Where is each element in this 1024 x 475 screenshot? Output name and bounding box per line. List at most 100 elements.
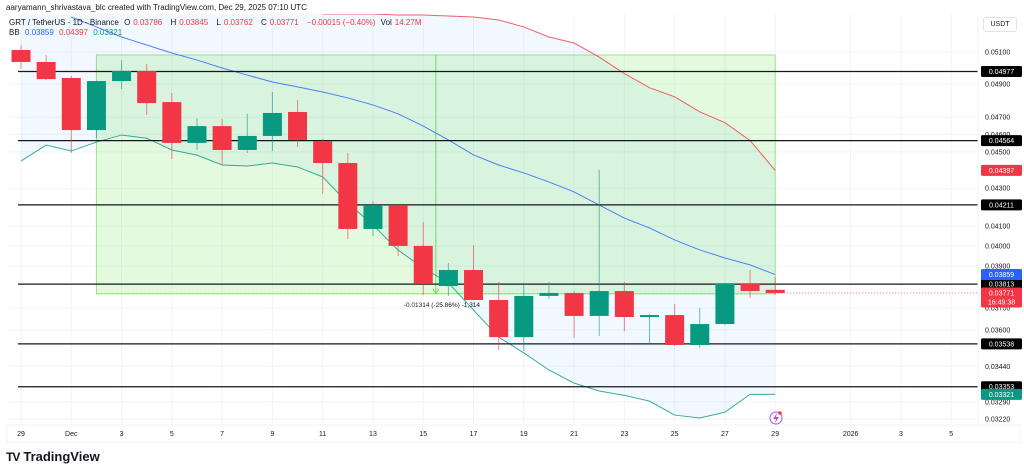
volume-value: 14.27M xyxy=(394,18,422,27)
candle[interactable] xyxy=(765,277,785,295)
close-value: 0.03771 xyxy=(269,18,299,27)
lightning-bolt xyxy=(773,413,779,423)
candle-body xyxy=(262,112,282,136)
change-value: −0.00015 (−0.40%) xyxy=(306,18,376,27)
close-label: C xyxy=(261,18,267,27)
time-tick-label: 2026 xyxy=(843,431,859,438)
candle-body xyxy=(288,111,308,140)
price-tick-label: 0.04900 xyxy=(985,81,1010,88)
candle-body xyxy=(715,283,735,325)
candle[interactable] xyxy=(11,45,31,70)
candle[interactable] xyxy=(313,139,333,194)
candle[interactable] xyxy=(363,201,383,237)
last-price-tag-text: 0.03771 xyxy=(989,290,1014,297)
time-tick-label: 23 xyxy=(620,431,628,438)
plot-area: -0.01314 (-25.86%) -1,314 xyxy=(7,14,978,430)
candle[interactable] xyxy=(438,263,458,296)
candle[interactable] xyxy=(338,152,358,239)
candle-body xyxy=(237,135,257,150)
candle[interactable] xyxy=(237,114,257,153)
candle-body xyxy=(413,245,433,284)
time-tick-label: 3 xyxy=(899,431,903,438)
last-price-tag-bg xyxy=(981,287,1022,308)
price-tick-label: 0.05100 xyxy=(985,50,1010,57)
bb-legend-row: BB 0.03859 0.04397 0.03321 xyxy=(9,28,427,38)
candle[interactable] xyxy=(162,92,182,160)
candle[interactable] xyxy=(212,119,232,165)
candle-body xyxy=(388,205,408,246)
candle[interactable] xyxy=(112,60,132,90)
time-tick-label: 15 xyxy=(419,431,427,438)
candle-body xyxy=(112,71,132,82)
level-price-tag: 0.04977 xyxy=(981,66,1022,78)
open-value: 0.03786 xyxy=(133,18,163,27)
level-price-tag-text: 0.03813 xyxy=(989,282,1014,289)
bb-lower-value: 0.03321 xyxy=(93,28,123,37)
price-range-label: -0.01314 (-25.86%) -1,314 xyxy=(404,302,481,309)
chart-legend: GRT / TetherUS - 1D - Binance O 0.03786 H… xyxy=(9,18,427,38)
candle-body xyxy=(61,77,81,131)
candle-body xyxy=(690,324,710,345)
bb-basis-tag-bg xyxy=(981,269,1022,281)
level-price-tag-text: 0.03353 xyxy=(989,384,1014,391)
time-tick-label: 25 xyxy=(671,431,679,438)
bb-lower-tag-bg xyxy=(981,388,1022,400)
level-price-tag-text: 0.03538 xyxy=(989,341,1014,348)
candle[interactable] xyxy=(690,307,710,348)
candle-body xyxy=(438,270,458,287)
time-tick-label: 27 xyxy=(721,431,729,438)
price-tick-label: 0.04700 xyxy=(985,115,1010,122)
candle[interactable] xyxy=(36,55,56,80)
time-tick-label: 29 xyxy=(771,431,779,438)
candle-body xyxy=(614,291,634,318)
high-value: 0.03845 xyxy=(179,18,209,27)
candle[interactable] xyxy=(665,304,685,346)
candle[interactable] xyxy=(187,118,207,150)
time-tick-label: 13 xyxy=(369,431,377,438)
candle[interactable] xyxy=(740,270,760,298)
candle[interactable] xyxy=(640,313,659,343)
candle[interactable] xyxy=(137,64,157,116)
candle[interactable] xyxy=(413,221,433,296)
open-label: O xyxy=(124,18,131,27)
candle[interactable] xyxy=(539,282,559,299)
time-tick-label: 19 xyxy=(520,431,528,438)
candle-body xyxy=(313,141,333,163)
candle-body xyxy=(740,283,760,292)
bb-basis-tag-text: 0.03859 xyxy=(989,272,1014,279)
candle-body xyxy=(765,289,785,293)
candle[interactable] xyxy=(262,91,282,152)
price-tick-label: 0.03290 xyxy=(985,399,1010,406)
candle[interactable] xyxy=(86,81,106,139)
candle[interactable] xyxy=(715,282,735,325)
bb-label[interactable]: BB xyxy=(9,28,20,37)
time-tick-label: 11 xyxy=(319,431,326,438)
level-price-tag-bg xyxy=(981,199,1022,211)
bb-upper-tag-text: 0.04397 xyxy=(989,168,1014,175)
candle[interactable] xyxy=(388,205,408,256)
candle[interactable] xyxy=(489,282,509,350)
candle-body xyxy=(187,126,207,143)
brand-name: TradingView xyxy=(23,449,100,464)
currency-unit-button[interactable]: USDT xyxy=(983,17,1017,32)
candle-body xyxy=(589,291,609,316)
candle-body xyxy=(539,292,559,296)
level-price-tag: 0.03538 xyxy=(981,338,1022,350)
time-tick-label: 5 xyxy=(170,431,174,438)
candle[interactable] xyxy=(464,245,484,300)
level-price-tag: 0.04211 xyxy=(981,199,1022,211)
candle-body xyxy=(464,270,484,300)
tradingview-logo[interactable]: TV TradingView xyxy=(6,449,100,464)
candle[interactable] xyxy=(288,100,308,147)
time-tick-label: Dec xyxy=(65,431,78,438)
symbol-title[interactable]: GRT / TetherUS - 1D - Binance xyxy=(9,18,119,27)
candle[interactable] xyxy=(589,170,609,337)
candle[interactable] xyxy=(514,282,534,351)
last-price-tag: 0.03771 16:49:38 xyxy=(981,287,1022,308)
bb-basis-tag: 0.03859 xyxy=(981,269,1022,281)
candle[interactable] xyxy=(614,282,634,332)
candle[interactable] xyxy=(564,291,584,339)
candle[interactable] xyxy=(61,76,81,153)
volume-label: Vol xyxy=(380,18,392,27)
